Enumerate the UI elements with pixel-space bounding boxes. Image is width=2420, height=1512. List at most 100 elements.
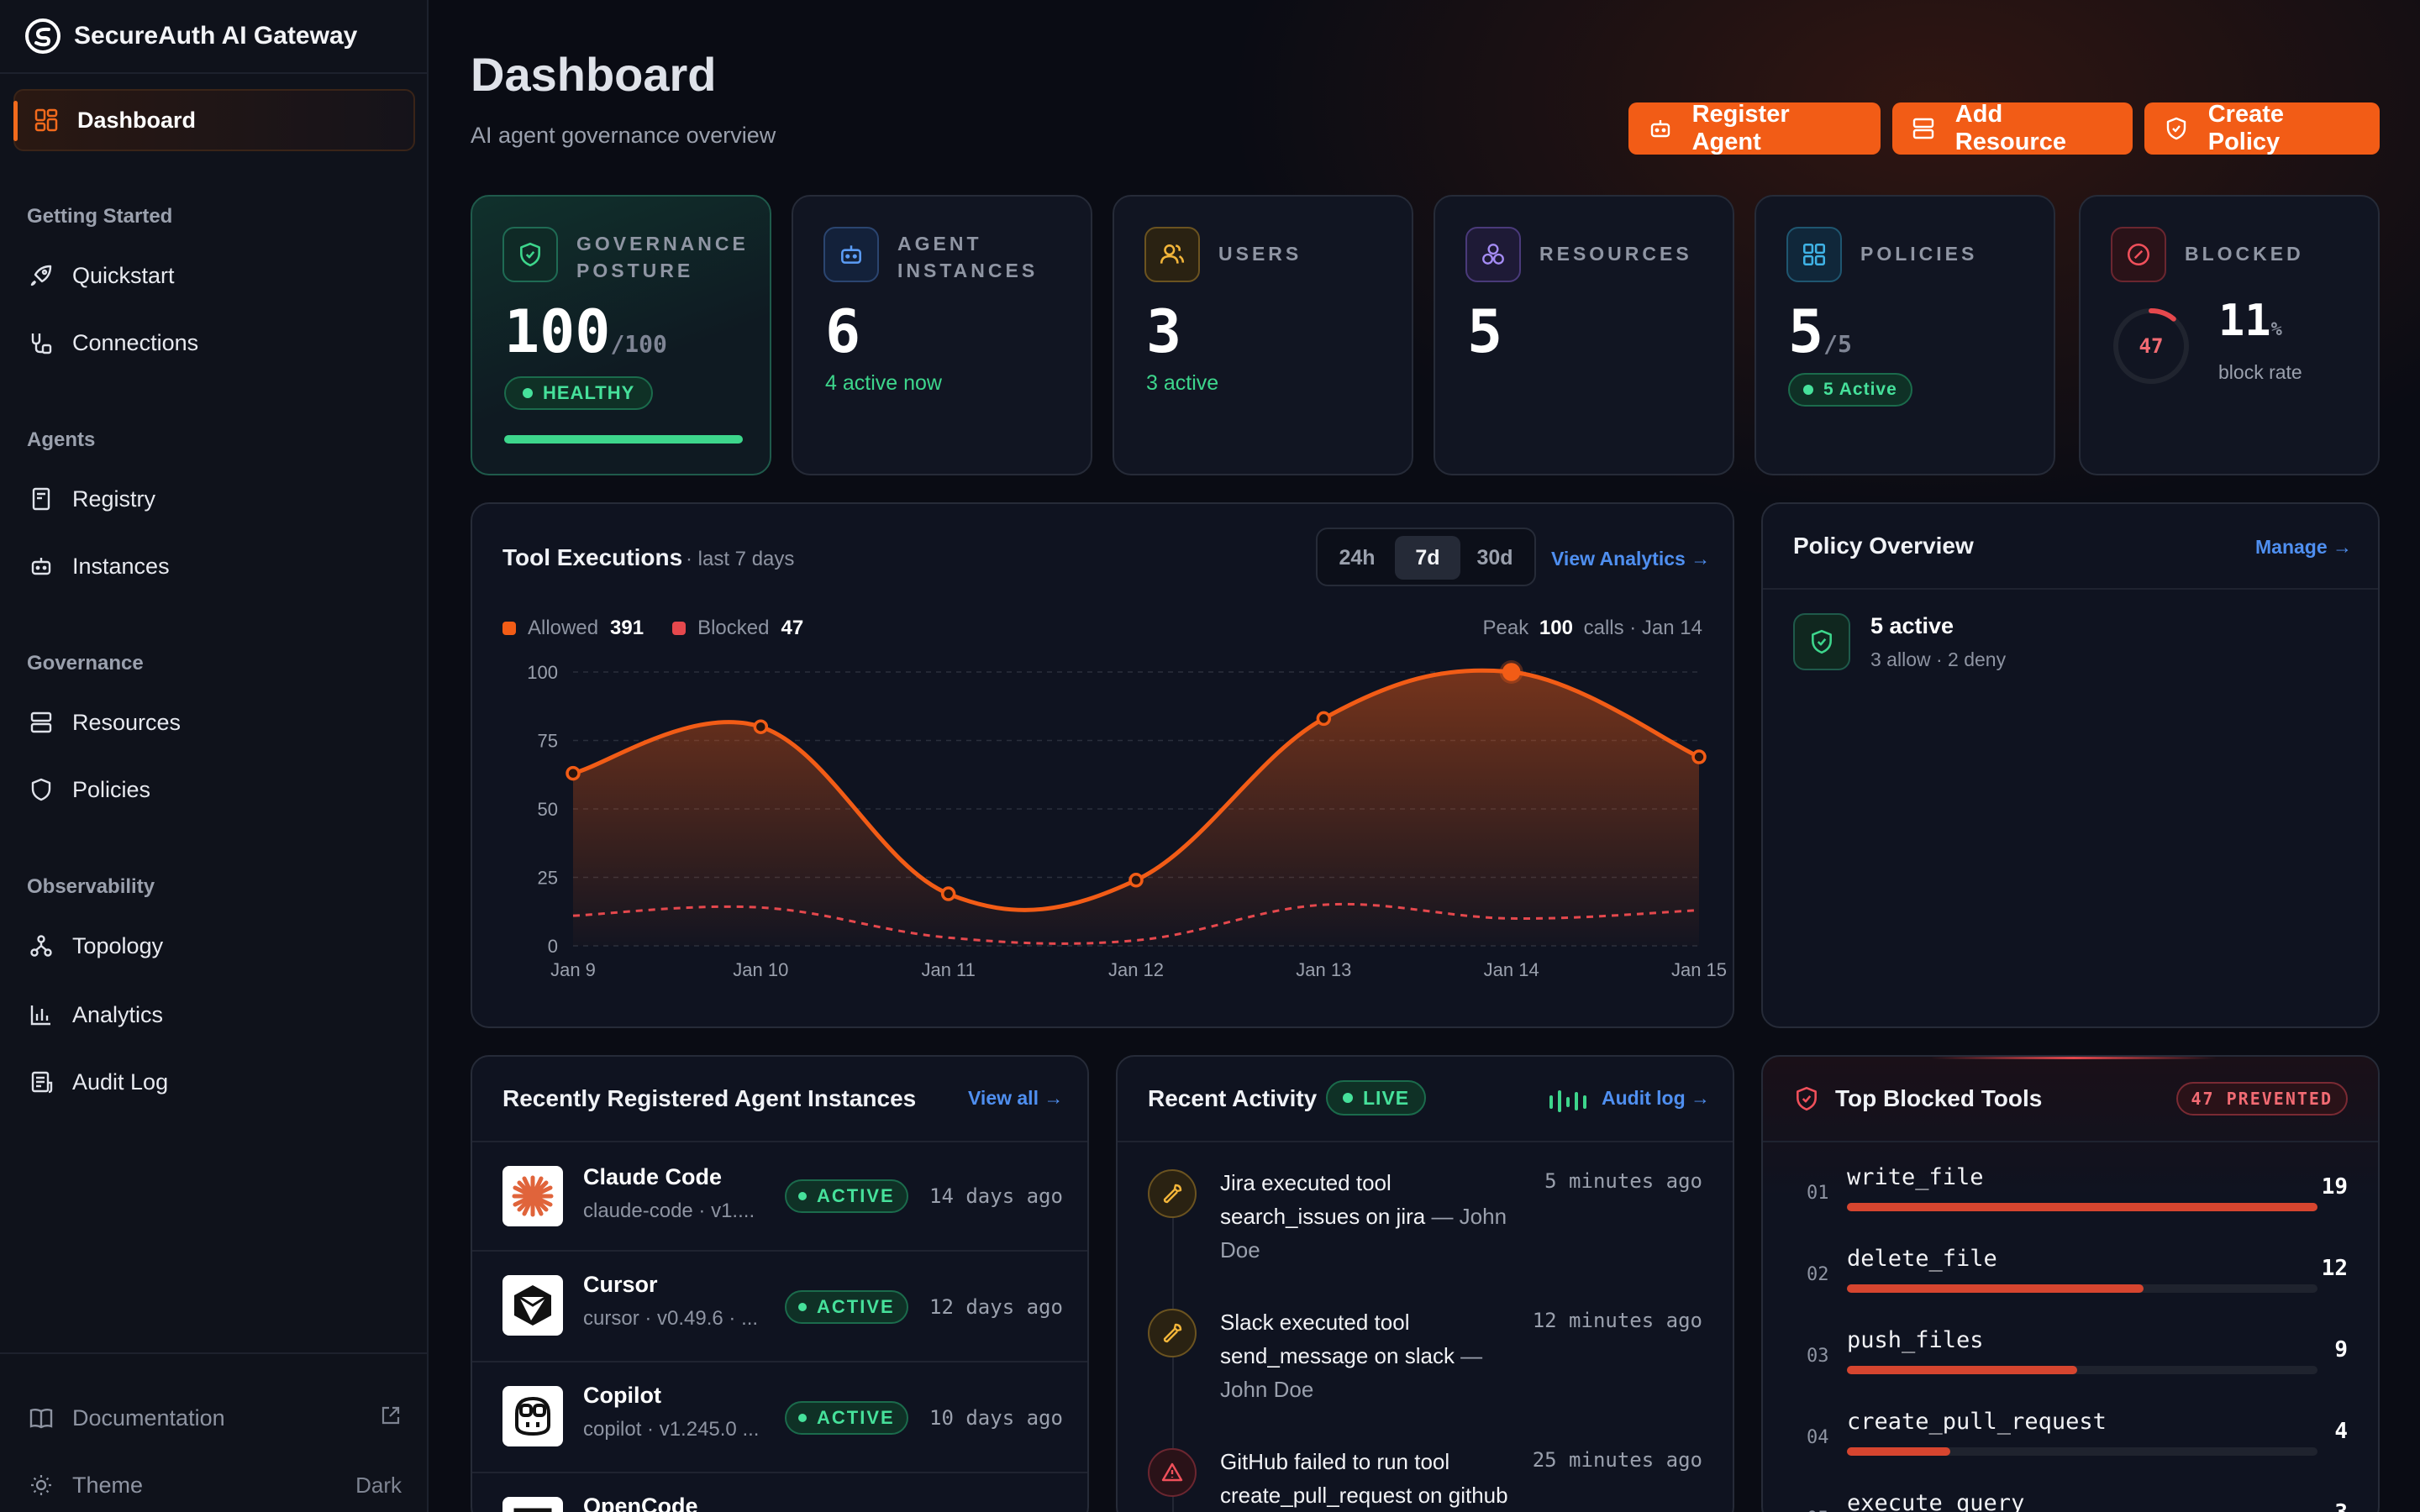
range-24h[interactable]: 24h (1339, 545, 1376, 570)
x-tick-label: Jan 13 (1296, 959, 1351, 980)
agent-meta: claude-code · v1.... (583, 1200, 755, 1222)
sidebar-item-resources[interactable]: Resources (27, 704, 181, 741)
view-all-link[interactable]: View all → (968, 1087, 1064, 1109)
plug-icon (27, 328, 55, 357)
register-agent-button[interactable]: Register Agent (1628, 101, 1881, 155)
users-count: 3 (1146, 297, 1182, 366)
sidebar-item-policies[interactable]: Policies (27, 771, 150, 808)
agent-row[interactable]: Claude Code claude-code · v1.... ACTIVE … (472, 1141, 1087, 1250)
blocked-tool-row[interactable]: 03 push_files 9 (1763, 1327, 2378, 1403)
peak-label: Peak (1482, 617, 1529, 639)
policies-card[interactable]: POLICIES 5/5 5 Active (1754, 195, 2055, 475)
external-link-icon (380, 1404, 402, 1432)
manage-link[interactable]: Manage → (2255, 536, 2353, 558)
badge-label: 5 Active (1823, 380, 1897, 399)
activity-item[interactable]: GitHub failed to run tool create_pull_req… (1220, 1445, 1539, 1512)
sidebar: SecureAuth AI Gateway Dashboard Getting … (0, 0, 429, 1512)
cubes-icon (1465, 227, 1521, 282)
theme-toggle[interactable]: Theme Dark (27, 1467, 402, 1504)
registered-time: 10 days ago (929, 1406, 1063, 1430)
bar-chart-icon (27, 1000, 55, 1029)
tool-name: execute_query (1847, 1490, 2025, 1512)
governance-posture-card[interactable]: GOVERNANCE POSTURE 100/100 HEALTHY (471, 195, 771, 475)
sidebar-item-registry[interactable]: Registry (27, 480, 155, 517)
x-tick-label: Jan 15 (1671, 959, 1727, 980)
tool-rank: 02 (1807, 1264, 1829, 1285)
timeline-line (1172, 1216, 1174, 1512)
documentation-label: Documentation (72, 1404, 225, 1431)
bot-icon (1647, 115, 1674, 142)
agent-meta: copilot · v1.245.0 ... (583, 1418, 760, 1441)
activity-item[interactable]: Slack executed tool send_message on slack… (1220, 1305, 1539, 1406)
x-tick-label: Jan 11 (921, 959, 975, 980)
activity-time: 5 minutes ago (1544, 1169, 1702, 1193)
rocket-icon (27, 261, 55, 290)
sidebar-item-label: Registry (72, 486, 156, 512)
block-rate-value: 11% (2218, 296, 2282, 346)
blocked-swatch (672, 622, 687, 635)
peak-value: 100 (1539, 617, 1573, 639)
sidebar-item-instances[interactable]: Instances (27, 548, 170, 585)
status-dot (798, 1303, 807, 1311)
resources-card[interactable]: RESOURCES 5 (1434, 195, 1734, 475)
divider (1763, 588, 2378, 590)
status-label: ACTIVE (817, 1185, 895, 1206)
activity-user: — John (1425, 1204, 1507, 1229)
x-tick-label: Jan 14 (1484, 959, 1539, 980)
blocked-tool-row[interactable]: 04 create_pull_request 4 (1763, 1409, 2378, 1484)
tool-executions-chart[interactable]: 0 25 50 75 100 Jan 9 Jan 10 Jan 11 Jan 12 Jan 13… (472, 655, 1733, 1008)
status-dot (1803, 385, 1813, 395)
policies-active-badge: 5 Active (1788, 373, 1912, 407)
agent-name: Claude Code (583, 1164, 723, 1189)
sidebar-item-audit-log[interactable]: Audit Log (27, 1063, 168, 1100)
audit-log-link[interactable]: Audit log → (1602, 1087, 1711, 1109)
panel-title: Tool Executions (502, 544, 683, 570)
agent-row[interactable]: OpenCode (472, 1472, 1087, 1512)
x-tick-label: Jan 12 (1108, 959, 1164, 980)
range-7d[interactable]: 7d (1395, 536, 1460, 580)
sidebar-item-connections[interactable]: Connections (27, 324, 198, 361)
documentation-link[interactable]: Documentation (27, 1399, 402, 1436)
dashboard-icon (32, 106, 60, 134)
peak-readout: Peak 100 calls · Jan 14 (1483, 617, 1703, 640)
blocked-tool-row[interactable]: 02 delete_file 12 (1763, 1246, 2378, 1321)
tool-name: create_pull_request (1847, 1409, 2107, 1435)
sidebar-item-label: Quickstart (72, 262, 175, 288)
divider (1763, 1141, 2378, 1142)
badge-label: HEALTHY (543, 382, 635, 403)
logo-icon (25, 18, 60, 54)
sidebar-item-analytics[interactable]: Analytics (27, 996, 163, 1033)
shield-alert-icon (1797, 1086, 1817, 1111)
agent-row[interactable]: Copilot copilot · v1.245.0 ... ACTIVE 10… (472, 1361, 1087, 1472)
blocked-tool-row[interactable]: 05 execute_query 3 (1763, 1490, 2378, 1512)
status-dot (798, 1414, 807, 1422)
policies-suffix: /5 (1823, 330, 1852, 358)
opencode-logo-icon (502, 1497, 563, 1512)
sidebar-item-dashboard[interactable]: Dashboard (13, 89, 415, 151)
blocked-card[interactable]: BLOCKED 47 11% block rate (2079, 195, 2380, 475)
activity-time: 12 minutes ago (1532, 1309, 1702, 1332)
sidebar-item-topology[interactable]: Topology (27, 927, 163, 964)
add-resource-button[interactable]: Add Resource (1892, 101, 2133, 155)
policy-summary[interactable]: 5 active (1870, 613, 1954, 638)
brand[interactable]: SecureAuth AI Gateway (0, 0, 427, 74)
agent-instances-card[interactable]: AGENT INSTANCES 6 4 active now (792, 195, 1092, 475)
view-analytics-link[interactable]: View Analytics → (1551, 548, 1711, 570)
users-active-note: 3 active (1146, 371, 1219, 395)
allowed-point (566, 765, 581, 781)
bot-icon (27, 552, 55, 580)
alert-triangle-icon (1148, 1448, 1197, 1497)
agent-row[interactable]: Cursor cursor · v0.49.6 · ... ACTIVE 12 … (472, 1250, 1087, 1361)
grid-icon (1786, 227, 1842, 282)
panel-title: Policy Overview (1793, 533, 1974, 559)
range-30d[interactable]: 30d (1476, 545, 1513, 570)
rate-unit: % (2270, 319, 2282, 340)
blocked-tool-row[interactable]: 01 write_file 19 (1763, 1164, 2378, 1240)
activity-item[interactable]: Jira executed tool search_issues on jira … (1220, 1166, 1539, 1267)
sidebar-item-quickstart[interactable]: Quickstart (27, 257, 175, 294)
create-policy-button[interactable]: Create Policy (2144, 101, 2380, 155)
tool-name: delete_file (1847, 1246, 1997, 1272)
section-governance: Governance (27, 652, 144, 675)
divider (1118, 1141, 1733, 1142)
users-card[interactable]: USERS 3 3 active (1113, 195, 1413, 475)
